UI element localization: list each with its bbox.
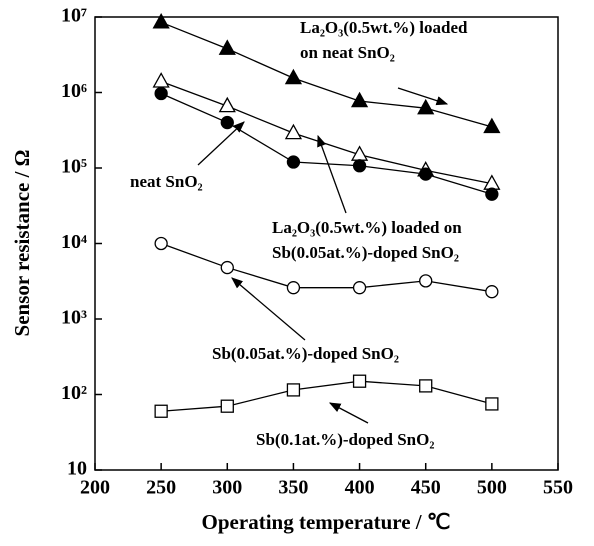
series-line (160, 80, 492, 185)
marker (483, 117, 501, 134)
marker (286, 155, 301, 169)
series-annotation: La₂O₃(0.5wt.%) loaded on neat SnO₂ (300, 18, 468, 62)
marker (485, 285, 499, 299)
series-annotation: neat SnO₂ (130, 172, 203, 191)
series-line (160, 242, 492, 293)
marker (154, 236, 168, 251)
marker (152, 72, 170, 88)
y-tick-label: 10 (67, 458, 87, 480)
x-axis-label: Operating temperature / ℃ (202, 510, 451, 534)
x-tick-label: 300 (212, 477, 242, 499)
annotation-arrow (197, 121, 245, 166)
marker (220, 115, 234, 130)
series-annotation: Sb(0.05at.%)-doped SnO₂ (212, 344, 399, 363)
marker (485, 397, 499, 411)
marker (220, 399, 234, 413)
series-line (160, 21, 493, 128)
marker (286, 281, 301, 295)
x-tick-label: 250 (146, 477, 176, 499)
marker (352, 159, 367, 173)
x-tick-label: 450 (411, 477, 441, 499)
annotation-arrow (231, 277, 306, 341)
marker (220, 260, 234, 275)
series-line (161, 380, 493, 412)
y-tick-label: 10³ (61, 307, 87, 329)
marker (286, 383, 301, 397)
series-annotation: Sb(0.1at.%)-doped SnO₂ (256, 430, 434, 449)
annotation-arrow (328, 402, 369, 424)
y-tick-label: 10⁶ (61, 80, 87, 102)
x-tick-label: 200 (80, 477, 110, 499)
marker (419, 167, 433, 181)
series-annotation: La₂O₃(0.5wt.%) loaded on Sb(0.05at.%)-dop… (272, 218, 462, 262)
y-tick-label: 10² (61, 382, 87, 404)
marker (419, 379, 433, 393)
marker (154, 86, 168, 101)
marker (352, 374, 367, 388)
marker (419, 274, 433, 288)
y-tick-label: 10⁴ (61, 231, 87, 253)
marker (417, 98, 435, 115)
marker (284, 123, 303, 140)
marker (152, 12, 170, 29)
annotation-arrow (317, 134, 347, 214)
x-tick-label: 550 (543, 477, 573, 499)
annotation-arrow (397, 87, 449, 106)
y-tick-label: 10⁵ (61, 156, 87, 178)
marker (154, 404, 168, 418)
series-line (160, 92, 493, 195)
marker (350, 91, 369, 108)
x-tick-label: 500 (477, 477, 507, 499)
marker (485, 187, 499, 201)
marker (218, 39, 236, 55)
y-axis-label: Sensor resistance / Ω (10, 150, 34, 337)
x-tick-label: 400 (345, 477, 375, 499)
y-tick-label: 10⁷ (61, 5, 87, 27)
x-tick-label: 350 (278, 477, 308, 499)
marker (284, 68, 303, 85)
marker (218, 96, 236, 113)
marker (352, 281, 367, 295)
